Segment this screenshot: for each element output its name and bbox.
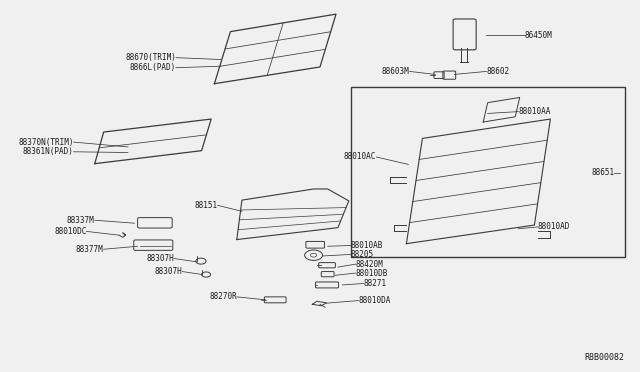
Text: 88651: 88651 [591, 169, 614, 177]
Text: 88010AA: 88010AA [518, 107, 551, 116]
Text: 88010AC: 88010AC [344, 153, 376, 161]
Text: 88205: 88205 [351, 250, 374, 259]
Text: 88151: 88151 [195, 201, 218, 210]
Bar [351, 87, 625, 257]
Text: 88010AB: 88010AB [351, 241, 383, 250]
Text: 88010DB: 88010DB [356, 269, 388, 278]
Text: 88377M: 88377M [76, 245, 104, 254]
Text: R8B00082: R8B00082 [584, 353, 624, 362]
Text: 88370N(TRIM): 88370N(TRIM) [18, 138, 74, 147]
Text: 88010DC: 88010DC [54, 227, 86, 236]
Text: 8866L(PAD): 8866L(PAD) [130, 63, 176, 72]
Text: 88010AD: 88010AD [538, 222, 570, 231]
Text: 88420M: 88420M [356, 260, 383, 269]
Text: 88670(TRIM): 88670(TRIM) [125, 53, 176, 62]
Text: 88270R: 88270R [209, 292, 237, 301]
Text: 88602: 88602 [486, 67, 509, 76]
Text: 88361N(PAD): 88361N(PAD) [23, 147, 74, 156]
Text: 88307H: 88307H [155, 267, 182, 276]
Text: 88337M: 88337M [67, 216, 95, 225]
Text: 88271: 88271 [364, 279, 387, 288]
Text: 88307H: 88307H [147, 254, 174, 263]
Text: 86450M: 86450M [525, 31, 552, 40]
Text: 88010DA: 88010DA [358, 296, 391, 305]
Text: 88603M: 88603M [382, 67, 410, 76]
